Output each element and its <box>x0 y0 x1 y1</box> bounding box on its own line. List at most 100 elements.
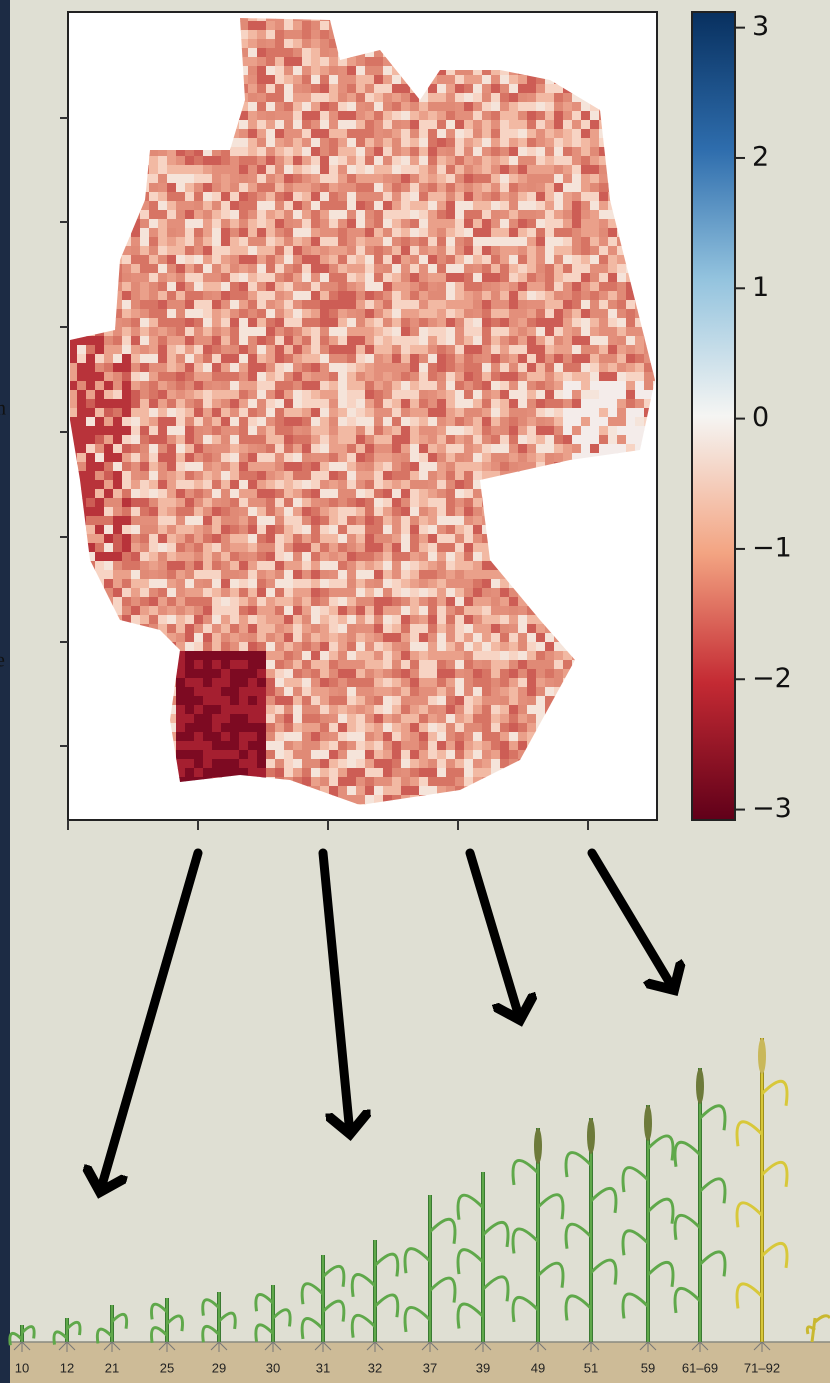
heatmap-cell <box>608 372 618 382</box>
heatmap-cell <box>545 246 555 256</box>
heatmap-cell <box>383 615 393 625</box>
heatmap-cell <box>464 597 474 607</box>
heatmap-cell <box>338 669 348 679</box>
heatmap-cell <box>356 579 366 589</box>
heatmap-cell <box>608 426 618 436</box>
heatmap-cell <box>464 408 474 418</box>
heatmap-cell <box>347 66 357 76</box>
heatmap-cell <box>266 75 276 85</box>
heatmap-cell <box>311 120 321 130</box>
heatmap-cell <box>140 435 150 445</box>
heatmap-cell <box>509 318 519 328</box>
heatmap-cell <box>266 489 276 499</box>
heatmap-cell <box>581 408 591 418</box>
heatmap-cell <box>356 165 366 175</box>
heatmap-cell <box>239 327 249 337</box>
heatmap-cell <box>590 129 600 139</box>
heatmap-cell <box>293 390 303 400</box>
heatmap-cell <box>347 372 357 382</box>
heatmap-cell <box>383 219 393 229</box>
heatmap-cell <box>500 462 510 472</box>
heatmap-cell <box>248 426 258 436</box>
heatmap-cell <box>527 192 537 202</box>
heatmap-cell <box>356 399 366 409</box>
heatmap-cell <box>437 327 447 337</box>
heatmap-cell <box>203 579 213 589</box>
heatmap-cell <box>374 543 384 553</box>
heatmap-cell <box>302 642 312 652</box>
heatmap-cell <box>320 21 330 31</box>
heatmap-cell <box>77 453 87 463</box>
heatmap-cell <box>329 678 339 688</box>
heatmap-cell <box>185 516 195 526</box>
heatmap-cell <box>131 444 141 454</box>
heatmap-cell <box>626 435 636 445</box>
heatmap-cell <box>581 327 591 337</box>
heatmap-cell <box>491 138 501 148</box>
heatmap-cell <box>437 102 447 112</box>
heatmap-cell <box>347 435 357 445</box>
heatmap-cell <box>626 390 636 400</box>
heatmap-cell <box>257 165 267 175</box>
heatmap-cell <box>158 471 168 481</box>
heatmap-cell <box>554 417 564 427</box>
heatmap-cell <box>608 264 618 274</box>
heatmap-cell <box>635 408 645 418</box>
heatmap-cell <box>140 489 150 499</box>
heatmap-cell <box>347 444 357 454</box>
heatmap-cell <box>284 246 294 256</box>
heatmap-cell <box>248 453 258 463</box>
heatmap-cell <box>374 381 384 391</box>
heatmap-cell <box>302 165 312 175</box>
heatmap-cell <box>194 579 204 589</box>
heatmap-cell <box>284 291 294 301</box>
heatmap-cell <box>167 327 177 337</box>
heatmap-cell <box>464 624 474 634</box>
heatmap-cell <box>113 354 123 364</box>
heatmap-cell <box>410 669 420 679</box>
heatmap-cell <box>320 84 330 94</box>
heatmap-cell <box>527 408 537 418</box>
heatmap-cell <box>509 417 519 427</box>
heatmap-cell <box>329 66 339 76</box>
heatmap-cell <box>131 480 141 490</box>
heatmap-cell <box>500 633 510 643</box>
heatmap-cell <box>212 345 222 355</box>
heatmap-cell <box>608 246 618 256</box>
heatmap-cell <box>320 201 330 211</box>
heatmap-cell <box>365 246 375 256</box>
heatmap-cell <box>374 111 384 121</box>
heatmap-cell <box>428 156 438 166</box>
heatmap-cell <box>347 129 357 139</box>
heatmap-cell <box>383 507 393 517</box>
heatmap-cell <box>509 102 519 112</box>
heatmap-cell <box>554 138 564 148</box>
heatmap-cell <box>284 462 294 472</box>
heatmap-cell <box>401 174 411 184</box>
heatmap-cell <box>302 660 312 670</box>
heatmap-cell <box>464 345 474 355</box>
heatmap-cell <box>491 318 501 328</box>
heatmap-cell <box>185 615 195 625</box>
heatmap-cell <box>140 570 150 580</box>
heatmap-cell <box>257 210 267 220</box>
heatmap-cell <box>122 327 132 337</box>
heatmap-cell <box>500 408 510 418</box>
heatmap-cell <box>491 246 501 256</box>
heatmap-cell <box>446 309 456 319</box>
heatmap-cell <box>149 579 159 589</box>
heatmap-cell <box>167 543 177 553</box>
heatmap-cell <box>410 498 420 508</box>
heatmap-cell <box>374 300 384 310</box>
heatmap-cell <box>302 489 312 499</box>
heatmap-cell <box>293 471 303 481</box>
heatmap-cell <box>149 291 159 301</box>
heatmap-cell <box>419 498 429 508</box>
heatmap-cell <box>221 327 231 337</box>
heatmap-cell <box>455 597 465 607</box>
heatmap-cell <box>122 552 132 562</box>
heatmap-cell <box>221 561 231 571</box>
heatmap-cell <box>383 372 393 382</box>
heatmap-cell <box>329 84 339 94</box>
heatmap-cell <box>176 678 186 688</box>
